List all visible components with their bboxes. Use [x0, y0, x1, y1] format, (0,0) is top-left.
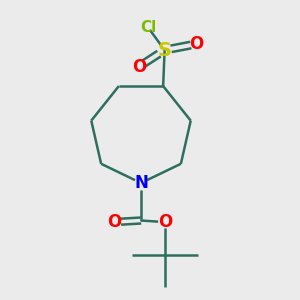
Text: O: O	[189, 35, 203, 53]
Text: Cl: Cl	[140, 20, 156, 35]
Text: S: S	[158, 40, 172, 60]
Text: O: O	[107, 213, 121, 231]
Text: O: O	[132, 58, 146, 76]
Text: O: O	[158, 213, 172, 231]
Text: N: N	[134, 174, 148, 192]
